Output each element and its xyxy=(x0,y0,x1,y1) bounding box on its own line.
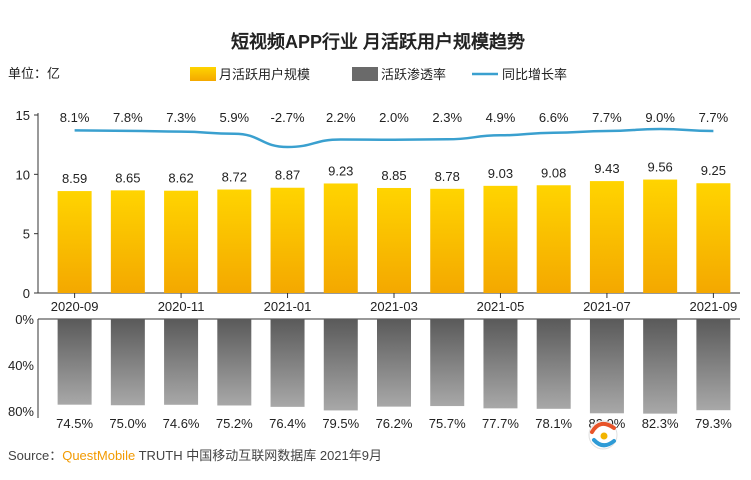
penetration-bar xyxy=(110,319,145,406)
penetration-bar xyxy=(377,319,411,407)
x-tick-label: 2020-11 xyxy=(158,299,205,314)
mau-value-label: 8.59 xyxy=(62,171,87,186)
penetration-bar xyxy=(696,319,731,411)
mau-value-label: 8.62 xyxy=(168,171,193,186)
legend-label-mau: 月活跃用户规模 xyxy=(219,67,310,82)
mau-value-label: 9.23 xyxy=(328,163,353,178)
y-top-tick-label: 15 xyxy=(16,108,30,123)
chart-title: 短视频APP行业 月活跃用户规模趋势 xyxy=(231,31,525,52)
mau-bar xyxy=(536,185,571,293)
mau-bar xyxy=(643,179,678,293)
penetration-bar xyxy=(323,319,358,411)
legend-label-penetration: 活跃渗透率 xyxy=(381,67,446,82)
mau-bar xyxy=(377,187,411,293)
mau-bar xyxy=(57,191,92,293)
penetration-bar xyxy=(589,319,624,414)
penetration-value-label: 75.7% xyxy=(429,416,466,431)
x-tick-label: 2021-09 xyxy=(690,299,738,314)
mau-value-label: 8.87 xyxy=(275,168,300,183)
mau-bar xyxy=(696,183,731,293)
source-prefix: Source： xyxy=(8,448,62,463)
penetration-value-label: 79.3% xyxy=(695,416,732,431)
mau-bar xyxy=(483,185,518,293)
mau-value-label: 9.25 xyxy=(701,163,726,178)
growth-value-label: 2.2% xyxy=(326,110,356,125)
mau-bars xyxy=(57,179,731,293)
growth-value-label: -2.7% xyxy=(271,110,305,125)
x-tick-label: 2021-01 xyxy=(264,299,312,314)
value-labels: 8.59 8.65 8.62 8.72 8.87 9.23 8.85 8.78 9.03 9.08… xyxy=(56,110,732,431)
penetration-bar xyxy=(536,319,571,409)
legend: 月活跃用户规模 活跃渗透率 同比增长率 xyxy=(190,67,567,82)
penetration-bar xyxy=(57,319,92,405)
penetration-bar xyxy=(270,319,305,407)
growth-value-label: 7.7% xyxy=(592,110,622,125)
growth-value-label: 7.3% xyxy=(166,110,196,125)
y-bottom-tick-label: 40% xyxy=(8,358,34,373)
watermark-logo xyxy=(588,420,618,450)
y-bottom-tick-label: 80% xyxy=(8,404,34,419)
penetration-value-label: 76.4% xyxy=(269,416,306,431)
x-tick-label: 2021-03 xyxy=(370,299,418,314)
growth-value-label: 4.9% xyxy=(486,110,516,125)
mau-bar xyxy=(589,181,624,293)
mau-value-label: 9.43 xyxy=(594,161,619,176)
mau-bar xyxy=(217,189,252,293)
penetration-value-label: 82.3% xyxy=(642,416,679,431)
y-top-tick-label: 0 xyxy=(23,286,30,301)
growth-value-label: 5.9% xyxy=(219,110,249,125)
penetration-value-label: 75.2% xyxy=(216,416,253,431)
penetration-value-label: 78.1% xyxy=(535,416,572,431)
x-tick-label: 2021-07 xyxy=(583,299,631,314)
penetration-bar xyxy=(217,319,252,406)
mau-value-label: 9.56 xyxy=(647,160,672,175)
mau-bar xyxy=(270,187,305,293)
source-line: Source：QuestMobile TRUTH 中国移动互联网数据库 2021… xyxy=(8,448,382,463)
unit-label: 单位：亿 xyxy=(8,66,60,81)
mau-bar xyxy=(110,190,145,293)
growth-value-label: 6.6% xyxy=(539,110,569,125)
mau-value-label: 8.85 xyxy=(381,168,406,183)
growth-value-label: 2.0% xyxy=(379,110,409,125)
axes: 0 5 10 15 0% 40% 80% 2020-09 2020-11 2021-01 2021-… xyxy=(8,108,740,419)
mau-bar xyxy=(323,183,358,293)
growth-value-label: 8.1% xyxy=(60,110,90,125)
penetration-value-label: 74.5% xyxy=(56,416,93,431)
mau-value-label: 8.72 xyxy=(222,170,247,185)
legend-swatch-penetration xyxy=(352,67,378,81)
penetration-bars xyxy=(57,319,731,414)
penetration-bar xyxy=(430,319,465,407)
growth-value-label: 7.7% xyxy=(699,110,729,125)
growth-value-label: 7.8% xyxy=(113,110,143,125)
source-brand: QuestMobile xyxy=(62,448,135,463)
growth-line-group xyxy=(74,127,714,149)
mau-bar xyxy=(164,190,199,293)
legend-swatch-mau xyxy=(190,67,216,81)
y-top-tick-label: 10 xyxy=(16,167,30,182)
penetration-bar xyxy=(483,319,518,409)
y-top-tick-label: 5 xyxy=(23,227,30,242)
growth-value-label: 9.0% xyxy=(645,110,675,125)
y-bottom-tick-label: 0% xyxy=(15,312,34,327)
mau-value-label: 8.65 xyxy=(115,170,140,185)
x-tick-label: 2021-05 xyxy=(477,299,525,314)
penetration-value-label: 76.2% xyxy=(376,416,413,431)
legend-label-growth: 同比增长率 xyxy=(502,67,567,82)
penetration-value-label: 74.6% xyxy=(163,416,200,431)
mau-value-label: 8.78 xyxy=(435,169,460,184)
x-tick-label: 2020-09 xyxy=(51,299,99,314)
growth-value-label: 2.3% xyxy=(432,110,462,125)
penetration-value-label: 79.5% xyxy=(322,416,359,431)
penetration-bar xyxy=(643,319,678,414)
growth-line xyxy=(74,127,714,149)
penetration-bar xyxy=(164,319,199,405)
mau-value-label: 9.03 xyxy=(488,166,513,181)
penetration-value-label: 75.0% xyxy=(109,416,146,431)
penetration-value-label: 77.7% xyxy=(482,416,519,431)
source-rest: TRUTH 中国移动互联网数据库 2021年9月 xyxy=(135,448,382,463)
mau-value-label: 9.08 xyxy=(541,165,566,180)
mau-bar xyxy=(430,188,465,293)
